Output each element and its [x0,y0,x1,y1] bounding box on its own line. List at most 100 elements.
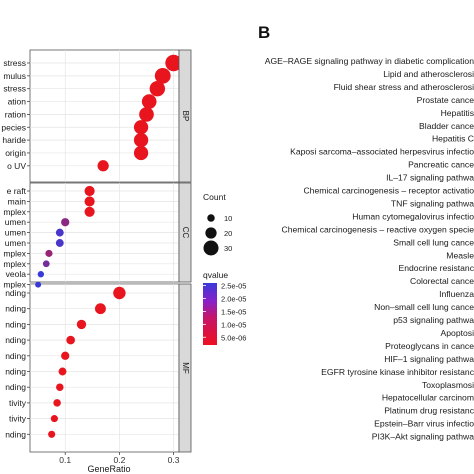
data-point [84,206,95,217]
qvalue-colorbar [203,283,217,345]
y-tick-label: pecies [1,122,26,132]
pathway-labels: AGE–RAGE signaling pathway in diabetic c… [265,56,474,442]
pathway-label: Hepatitis C [432,134,474,144]
data-point [149,81,166,97]
color-legend-label: 1.5e-05 [221,307,246,316]
color-legend-label: 2.5e-05 [221,282,246,291]
pathway-label: Lipid and atherosclerosi [383,69,474,79]
pathway-label: AGE–RAGE signaling pathway in diabetic c… [265,56,474,66]
y-tick-label: nding [5,367,26,377]
pathway-label: Hepatitis [441,108,474,118]
facet-panel-bp [29,49,180,183]
size-legend-title: Count [203,192,226,202]
y-tick-label: nding [5,382,26,392]
data-point [141,94,157,109]
data-point [113,286,126,300]
size-legend-label: 20 [224,229,232,238]
data-point [61,218,70,227]
data-point [55,239,64,247]
pathway-label: Proteoglycans in cance [385,341,474,351]
data-point [139,107,154,122]
facet-strip-bp [178,49,192,183]
y-tick-label: mplex [3,207,26,217]
data-point [97,160,109,172]
y-tick-label: stress [3,58,26,68]
pathway-label: HIF–1 signaling pathwa [384,354,474,364]
pathway-label: Fluid shear stress and atherosclerosi [334,82,474,92]
size-legend-label: 10 [224,214,232,223]
data-point [61,351,70,360]
y-tick-label: umen [5,217,27,227]
y-tick-label: nding [5,351,26,361]
facet-strip-label: BP [181,111,190,122]
data-point [35,281,42,288]
y-tick-label: haride [2,135,26,145]
y-tick-label: mplex [3,280,26,290]
pathway-label: PI3K–Akt signaling pathwa [372,432,474,442]
size-legend-dot [205,227,217,239]
x-axis: 0.1 0.2 0.3 [59,452,180,465]
color-legend-label: 2.0e-05 [221,295,246,304]
pathway-label: Human cytomegalovirus infectio [352,211,474,221]
facet-strips: BP CC MF [178,49,192,453]
data-point [66,335,75,345]
x-tick-label: 0.1 [59,455,71,465]
pathway-label: Platinum drug resistanc [384,406,474,416]
y-tick-label: o UV [7,161,26,171]
panel-a-dotplot: stress mulus stress ation ration pecies haride… [1,49,192,474]
facet-strip-label: CC [181,227,190,239]
y-tick-labels: stress mulus stress ation ration pecies haride… [1,58,30,439]
facet-strip-cc [178,182,192,283]
y-tick-label: origin [5,148,26,158]
y-tick-label: tivity [9,398,27,408]
pathway-label: Pancreatic cance [408,160,474,170]
data-point [55,228,64,237]
x-tick-label: 0.3 [168,455,180,465]
data-point [42,260,50,268]
color-legend-label: 5.0e-06 [221,333,246,342]
color-legend-title: qvalue [203,270,228,280]
pathway-label: Small cell lung cance [393,237,474,247]
data-point [76,319,87,330]
legend: Count 10 20 30 qvalue 2.5e-05 2.0e-05 1.5e-0… [203,192,246,345]
pathway-label: Influenza [439,289,474,299]
x-tick-label: 0.2 [113,455,125,465]
y-tick-label: nding [5,429,26,439]
y-tick-label: umen [5,238,27,248]
color-legend-label: 1.0e-05 [221,320,246,329]
color-legend-labels: 2.5e-05 2.0e-05 1.5e-05 1.0e-05 5.0e-06 [203,282,246,342]
pathway-label: Apoptosi [441,328,474,338]
data-point [48,430,56,438]
data-point [94,303,106,315]
y-tick-label: nding [5,304,26,314]
data-point [133,145,149,161]
data-point [58,367,67,376]
y-tick-label: veola [6,269,27,279]
data-point [37,271,45,278]
pathway-label: Chemical carcinogenesis – reactive oxyge… [281,224,474,234]
pathway-label: Non–small cell lung cance [374,302,474,312]
facet-backgrounds [29,49,180,453]
data-points [35,54,182,438]
y-tick-label: nding [5,319,26,329]
y-tick-label: nding [5,335,26,345]
y-tick-label: mplex [3,248,26,258]
panel-b-pathway-list: B AGE–RAGE signaling pathway in diabetic… [258,23,474,442]
pathway-label: Toxoplasmosi [422,380,474,390]
y-tick-label: mplex [3,259,26,269]
y-tick-label: nding [5,288,26,298]
data-point [45,249,53,257]
y-tick-label: e raft [7,186,27,196]
y-tick-label: main [8,196,27,206]
pathway-label: Bladder cance [419,121,474,131]
x-axis-title: GeneRatio [87,464,130,474]
pathway-label: IL–17 signaling pathwa [386,173,474,183]
data-point [133,132,149,148]
y-tick-label: ration [5,109,27,119]
size-legend-items: 10 20 30 [203,214,232,256]
pathway-label: p53 signaling pathwa [393,315,474,325]
size-legend-label: 30 [224,244,232,253]
pathway-label: Epstein–Barr virus infectio [374,419,474,429]
pathway-label: Measle [446,250,474,260]
